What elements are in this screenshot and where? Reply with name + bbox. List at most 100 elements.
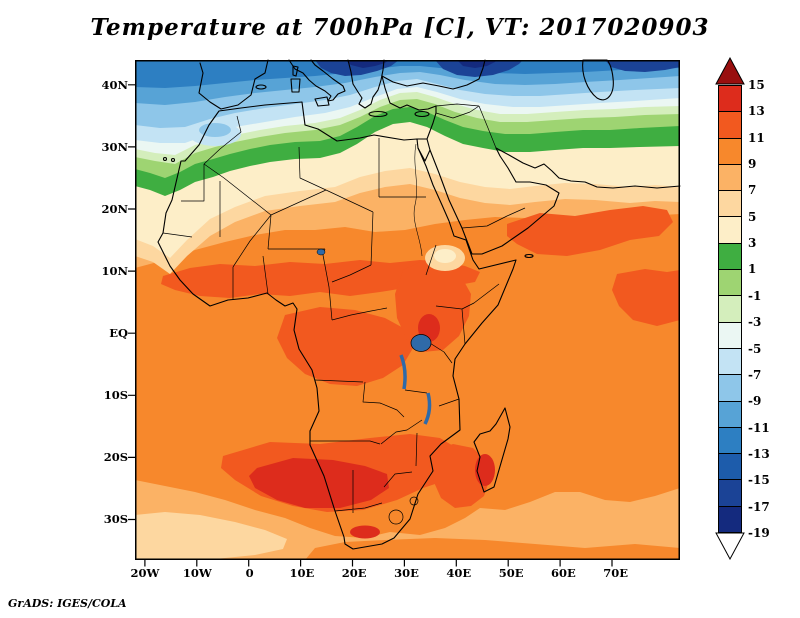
lake-malawi xyxy=(423,392,432,425)
field-deeporange-congo xyxy=(277,307,413,386)
lon-tick-label: 20E xyxy=(341,566,367,580)
colorbar-segment xyxy=(719,86,741,113)
colorbar-segment xyxy=(719,138,741,165)
colorbar-segment xyxy=(719,480,741,507)
canary-island-1 xyxy=(162,156,168,162)
colorbar-segment xyxy=(719,348,741,376)
field-red-southern-core xyxy=(249,458,389,508)
temperature-map xyxy=(128,59,681,567)
field-darkest-core-2 xyxy=(457,60,497,68)
socotra-island xyxy=(524,253,534,259)
colorbar-segment xyxy=(719,427,741,455)
colorbar-tick-label: -1 xyxy=(748,288,762,303)
lon-tick-label: 60E xyxy=(551,566,576,580)
band-deepblue-m13-m11 xyxy=(135,60,680,88)
colorbar-tick-label: 15 xyxy=(748,78,765,92)
country-borders xyxy=(162,103,526,513)
sardinia-coastline xyxy=(290,78,301,93)
colorbar-tick-label: -9 xyxy=(748,394,762,409)
lake-chad xyxy=(316,248,326,256)
map-frame xyxy=(135,60,680,560)
latitude-ticks xyxy=(128,84,135,521)
colorbar-segment xyxy=(719,191,741,218)
colorbar-segment xyxy=(719,270,741,297)
colorbar-segment xyxy=(719,112,741,139)
longitude-ticks xyxy=(144,559,613,567)
lakes-layer xyxy=(316,248,432,425)
field-deeporange-arabiansea xyxy=(612,269,680,326)
colorbar-tick-label: -19 xyxy=(748,525,770,540)
cyprus-coastline xyxy=(414,110,430,118)
field-atlas-pocket-inner xyxy=(199,123,231,137)
lon-tick-label: 20W xyxy=(130,566,160,580)
lat-tick-label: 10N xyxy=(101,264,128,278)
lat-tick-label: EQ xyxy=(109,326,128,340)
canary-island-2 xyxy=(170,157,176,163)
greece-coastline xyxy=(347,59,385,109)
colorbar-tick-label: 1 xyxy=(748,262,757,277)
sinai-coastline xyxy=(416,138,431,162)
colorbar-arrow-top-svg xyxy=(715,57,745,85)
field-peach-sw-arc xyxy=(135,512,287,560)
lat-tick-label: 30N xyxy=(101,140,128,154)
colorbar-arrow-bottom-svg xyxy=(715,532,745,560)
lon-tick-label: 30E xyxy=(394,566,419,580)
lat-tick-label: 20N xyxy=(101,202,128,216)
colorbar-tick-label: 13 xyxy=(748,104,765,119)
longitude-axis: 20W 10W 0 10E 20E 30E 40E 50E 60E 70E xyxy=(131,566,665,580)
lake-victoria xyxy=(410,334,432,352)
lat-tick-label: 40N xyxy=(101,78,128,92)
colorbar-arrow-bottom xyxy=(715,532,745,560)
field-darkest-core-1 xyxy=(345,60,389,68)
coastlines-layer xyxy=(157,59,681,550)
attribution: GrADS: IGES/COLA xyxy=(8,597,127,610)
colorbar-tick-label: -5 xyxy=(748,341,762,356)
blacksea-coastline xyxy=(381,59,486,90)
colorbar-segment xyxy=(719,217,741,244)
colorbar-segment xyxy=(719,296,741,323)
iran-gulf-coastline xyxy=(495,147,681,189)
field-deeporange-madagascar xyxy=(429,444,490,508)
lat-tick-label: 20S xyxy=(103,450,128,464)
sicily-coastline xyxy=(314,96,330,107)
field-ethiopia-pocket-inner xyxy=(434,249,456,263)
colorbar-segment xyxy=(719,454,741,481)
colorbar-tick-label: -17 xyxy=(748,499,770,514)
arabia-coastline xyxy=(429,147,560,255)
colorbar-segment xyxy=(719,243,741,271)
field-deeporange-eastafrica xyxy=(395,260,471,352)
lon-tick-label: 50E xyxy=(498,566,524,580)
lat-tick-label: 10S xyxy=(103,388,128,402)
lon-tick-label: 0 xyxy=(245,566,254,580)
colorbar-tick-label: 11 xyxy=(748,130,765,145)
caspian-coastline xyxy=(582,59,614,101)
colorbar-tick-label: -15 xyxy=(748,473,770,488)
lon-tick-label: 10E xyxy=(289,566,315,580)
lat-tick-label: 30S xyxy=(103,512,128,526)
colorbar-tick-label: -11 xyxy=(748,420,770,435)
field-navy-northeast xyxy=(605,60,680,72)
lon-tick-label: 40E xyxy=(446,566,472,580)
colorbar-segment xyxy=(719,401,741,428)
field-navy-anatolia xyxy=(435,60,523,77)
balearic-island xyxy=(255,84,267,90)
madagascar-coastline xyxy=(473,407,511,493)
colorbar-tick-label: 3 xyxy=(748,236,757,251)
colorbar-labels: 15 13 11 9 7 5 3 1 -1 -3 -5 -7 -9 -11 -13 -15 -17 -19 xyxy=(748,78,782,540)
turkey-levant-coastline xyxy=(381,75,437,140)
country-borders-layer xyxy=(162,103,526,525)
chart-title: Temperature at 700hPa [C], VT: 201702090… xyxy=(90,14,710,41)
lon-tick-label: 10W xyxy=(182,566,212,580)
lon-tick-label: 70E xyxy=(603,566,629,580)
swaziland-border xyxy=(409,496,419,506)
field-orange-bottom-strip xyxy=(305,538,680,560)
lake-tanganyika xyxy=(399,354,407,390)
colorbar-segment xyxy=(719,164,741,192)
italy-coastline xyxy=(288,59,346,102)
crete-coastline xyxy=(368,110,388,118)
colorbar-tick-label: -13 xyxy=(748,446,770,461)
nile-river xyxy=(413,143,423,257)
field-red-southcoast-spot xyxy=(350,525,380,539)
lesotho-border xyxy=(388,509,404,525)
